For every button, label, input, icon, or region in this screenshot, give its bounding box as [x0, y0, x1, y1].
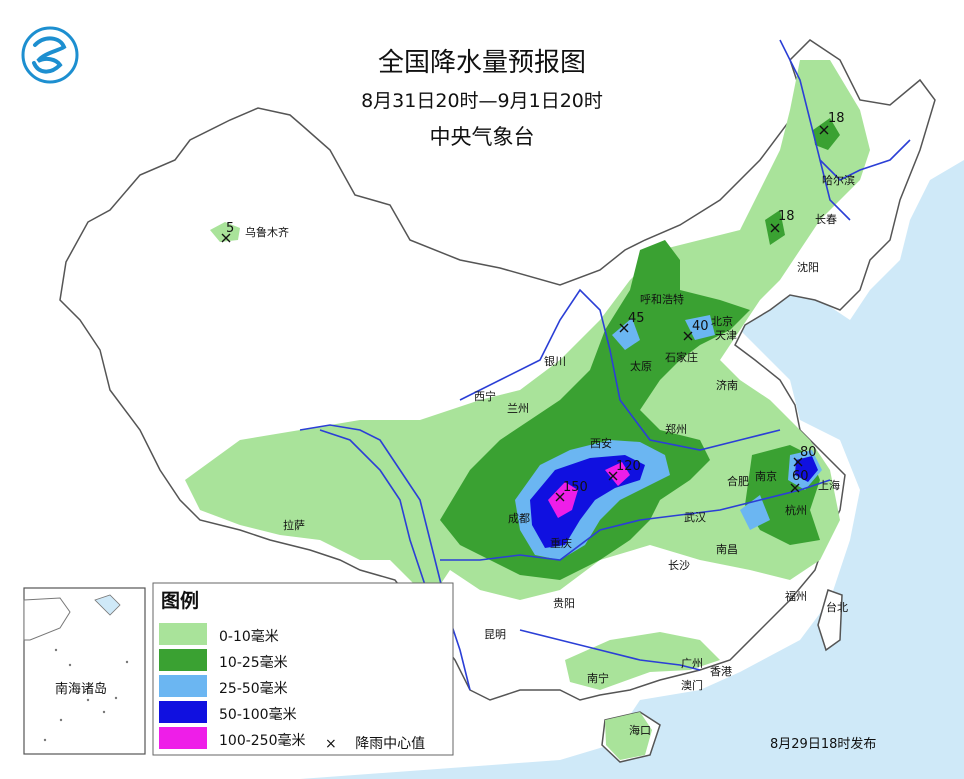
city-label: 天津 [715, 329, 737, 342]
rain-center-marker [793, 457, 803, 467]
sea-area [300, 0, 964, 779]
city-label: 太原 [630, 360, 652, 373]
rivers [299, 39, 911, 691]
rain-center-marker [555, 492, 565, 502]
city-label: 哈尔滨 [822, 173, 855, 187]
city-label: 郑州 [665, 422, 687, 436]
city-label: 合肥 [727, 474, 749, 488]
legend-swatch [159, 727, 207, 749]
city-label: 沈阳 [797, 260, 819, 274]
city-label: 杭州 [785, 503, 807, 517]
map-title: 全国降水量预报图 [377, 48, 586, 78]
city-label: 香港 [710, 665, 732, 678]
city-label: 台北 [826, 600, 848, 614]
legend-label: 25-50毫米 [219, 681, 288, 697]
city-label: 南京 [755, 469, 777, 483]
city-label: 呼和浩特 [640, 292, 684, 306]
city-label: 济南 [716, 378, 738, 392]
rain-center-value: 60 [792, 469, 809, 484]
legend-marker-label: 降雨中心值 [355, 736, 426, 752]
city-label: 海口 [629, 723, 651, 737]
city-label: 澳门 [681, 678, 703, 692]
city-label: 武汉 [684, 511, 706, 524]
city-label: 成都 [508, 512, 530, 525]
city-label: 银川 [544, 354, 566, 368]
rain-center-marker [683, 331, 693, 341]
rain-center-value: 45 [628, 311, 645, 326]
south-sea-inset [23, 587, 146, 755]
rain-center-value: 120 [616, 459, 641, 474]
legend-marker-note: × 降雨中心值 [325, 733, 425, 753]
legend-swatch [159, 649, 207, 671]
legend-swatch [159, 623, 207, 645]
city-label: 西宁 [474, 389, 496, 403]
title-block: 全国降水量预报图 8月31日20时—9月1日20时 中央气象台 [0, 50, 964, 148]
rain-center-marker [770, 223, 780, 233]
city-label: 昆明 [484, 628, 506, 641]
legend-swatch [159, 675, 207, 697]
rain-center-value: 150 [563, 480, 588, 495]
city-label: 石家庄 [665, 350, 698, 364]
forecast-period: 8月31日20时—9月1日20时 [361, 90, 603, 112]
rain-center-marker [790, 483, 800, 493]
city-label: 西安 [590, 436, 612, 450]
inset-label: 南海诸岛 [55, 682, 108, 697]
city-label: 福州 [785, 589, 807, 603]
rain-center-value: 18 [828, 111, 845, 126]
cross-icon: × [325, 736, 337, 752]
city-label: 乌鲁木齐 [245, 225, 289, 239]
city-label: 长春 [815, 213, 837, 226]
issuing-organization: 中央气象台 [429, 125, 535, 149]
taiwan-island [817, 589, 843, 652]
legend-label: 50-100毫米 [219, 707, 297, 723]
city-label: 重庆 [550, 536, 572, 550]
rain-center-marker [608, 471, 618, 481]
city-label: 北京 [711, 314, 733, 328]
rain-center-marker [819, 125, 829, 135]
cma-logo [21, 26, 79, 84]
rain-center-value: 40 [692, 319, 709, 334]
city-label: 南昌 [716, 543, 738, 556]
city-label: 长沙 [668, 559, 690, 572]
city-label: 拉萨 [283, 518, 305, 532]
rain-center-marker [619, 323, 629, 333]
legend-label: 10-25毫米 [219, 655, 288, 671]
legend-label: 100-250毫米 [219, 733, 306, 749]
legend: 图例 0-10毫米 10-25毫米 25-50毫米 50-100毫米 100-2… [153, 583, 453, 755]
city-label: 贵阳 [553, 597, 575, 610]
rain-center-value: 18 [778, 209, 795, 224]
legend-label: 0-10毫米 [219, 629, 279, 645]
legend-swatch [159, 701, 207, 723]
rain-center-markers [221, 125, 829, 502]
issue-time: 8月29日18时发布 [770, 737, 877, 752]
rain-center-value: 80 [800, 445, 817, 460]
city-label: 兰州 [507, 402, 529, 415]
rain-center-marker [221, 233, 231, 243]
city-label: 上海 [818, 478, 840, 492]
rain-center-values: 5 18 18 45 40 120 150 80 60 [226, 111, 845, 495]
city-labels: 乌鲁木齐 哈尔滨 长春 沈阳 呼和浩特 北京 天津 银川 太原 石家庄 西宁 兰… [245, 173, 855, 737]
city-label: 广州 [681, 657, 703, 670]
rain-center-value: 5 [226, 221, 234, 236]
legend-title: 图例 [161, 590, 200, 612]
city-label: 南宁 [587, 671, 609, 685]
